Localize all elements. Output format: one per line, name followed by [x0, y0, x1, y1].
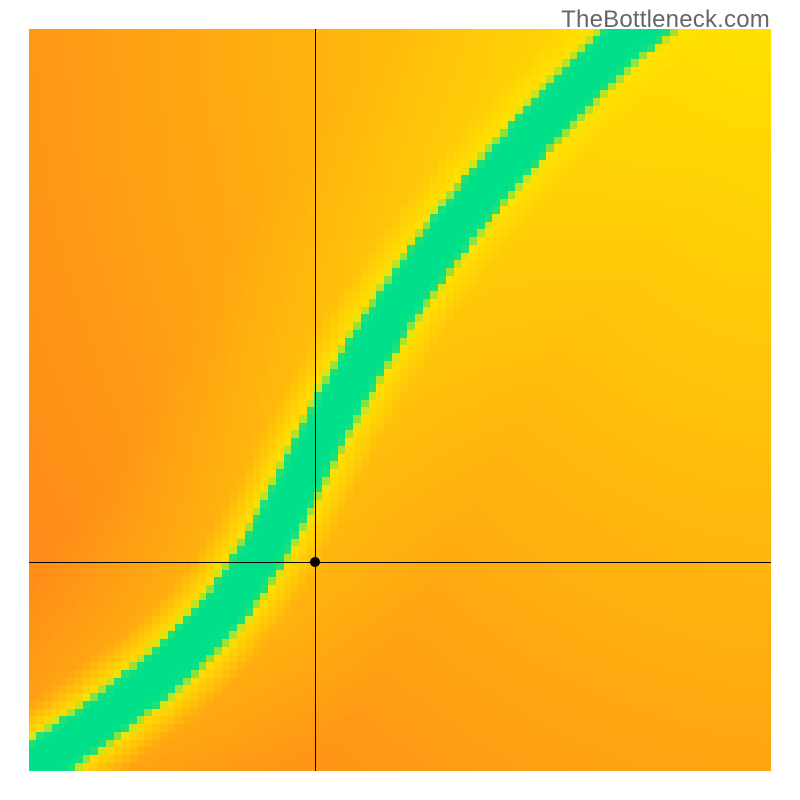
heatmap-canvas	[29, 29, 771, 771]
crosshair-vertical	[315, 29, 316, 771]
crosshair-horizontal	[29, 562, 771, 563]
data-point-marker	[310, 557, 320, 567]
heatmap-plot	[29, 29, 771, 771]
watermark-text: TheBottleneck.com	[561, 6, 770, 34]
chart-container: TheBottleneck.com	[0, 0, 800, 800]
